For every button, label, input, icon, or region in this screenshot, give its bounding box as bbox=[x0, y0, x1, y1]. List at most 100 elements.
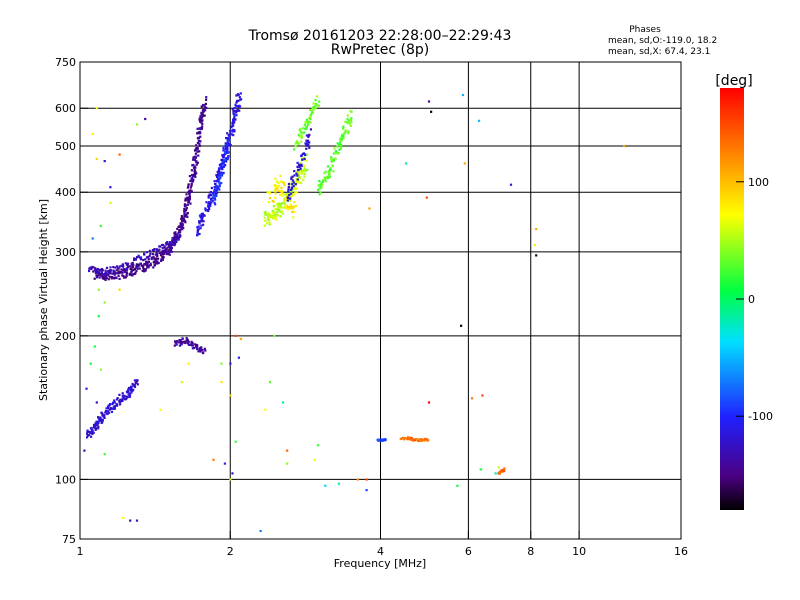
data-point bbox=[95, 420, 98, 423]
data-point bbox=[134, 272, 137, 275]
data-point bbox=[232, 117, 236, 120]
data-point bbox=[299, 161, 302, 165]
data-point bbox=[132, 263, 135, 267]
data-point bbox=[132, 266, 135, 269]
data-point bbox=[116, 265, 119, 268]
data-point bbox=[300, 131, 303, 134]
data-point bbox=[91, 237, 94, 240]
data-point bbox=[113, 406, 116, 409]
data-point bbox=[220, 182, 223, 185]
data-point bbox=[298, 135, 301, 138]
data-point bbox=[533, 244, 536, 247]
data-point bbox=[365, 489, 368, 492]
data-point bbox=[102, 273, 105, 276]
data-point bbox=[181, 337, 184, 340]
data-point bbox=[229, 478, 232, 481]
data-point bbox=[300, 140, 303, 143]
data-point bbox=[307, 135, 310, 138]
data-point bbox=[117, 270, 120, 273]
data-point bbox=[234, 334, 237, 337]
data-point bbox=[186, 215, 189, 219]
data-point bbox=[153, 248, 156, 251]
data-point bbox=[93, 269, 96, 272]
data-point bbox=[89, 266, 92, 269]
data-point bbox=[108, 408, 111, 411]
data-point bbox=[176, 227, 179, 230]
data-point bbox=[231, 124, 234, 128]
data-point bbox=[175, 240, 178, 243]
data-point bbox=[331, 158, 334, 161]
data-point bbox=[198, 142, 201, 145]
data-point bbox=[190, 184, 193, 187]
data-point bbox=[277, 204, 280, 207]
data-point bbox=[227, 133, 230, 137]
data-point bbox=[143, 253, 146, 256]
data-point bbox=[406, 436, 410, 439]
data-point bbox=[280, 180, 283, 183]
data-point bbox=[267, 215, 270, 218]
data-point bbox=[304, 142, 307, 145]
data-point bbox=[368, 207, 371, 210]
data-point bbox=[106, 410, 109, 413]
data-point bbox=[225, 149, 228, 152]
data-point bbox=[205, 96, 208, 99]
data-point bbox=[110, 277, 113, 280]
data-point bbox=[188, 343, 191, 346]
data-point bbox=[97, 425, 100, 428]
data-point bbox=[350, 117, 353, 120]
data-point bbox=[236, 105, 239, 108]
data-point bbox=[290, 186, 293, 189]
data-point bbox=[502, 470, 506, 473]
data-point bbox=[309, 108, 312, 112]
data-point bbox=[197, 154, 200, 157]
data-point bbox=[193, 155, 196, 158]
data-point bbox=[103, 414, 106, 417]
data-point bbox=[405, 162, 408, 165]
data-point bbox=[107, 274, 110, 277]
data-point bbox=[109, 269, 112, 272]
data-point bbox=[226, 141, 229, 144]
data-point bbox=[203, 105, 207, 108]
data-point bbox=[332, 170, 335, 173]
data-point bbox=[207, 206, 211, 209]
data-point bbox=[123, 276, 126, 279]
data-point bbox=[99, 273, 102, 276]
data-point bbox=[191, 174, 194, 177]
data-point bbox=[273, 211, 277, 214]
data-point bbox=[292, 187, 295, 190]
data-point bbox=[214, 198, 217, 201]
data-point bbox=[91, 132, 94, 136]
data-point bbox=[297, 173, 300, 176]
data-point bbox=[235, 114, 238, 117]
data-point bbox=[135, 381, 138, 384]
data-point bbox=[221, 159, 224, 162]
data-point bbox=[158, 251, 161, 254]
x-tick-label: 2 bbox=[227, 545, 234, 558]
data-point bbox=[118, 288, 121, 291]
data-point bbox=[145, 251, 149, 254]
data-point bbox=[259, 529, 262, 533]
data-point bbox=[198, 232, 201, 236]
data-point bbox=[281, 191, 284, 195]
data-point bbox=[225, 157, 228, 160]
data-point bbox=[202, 220, 205, 223]
data-point bbox=[194, 152, 197, 155]
data-point bbox=[336, 142, 339, 145]
data-point bbox=[159, 245, 162, 248]
data-point bbox=[321, 183, 324, 186]
data-point bbox=[239, 337, 242, 341]
data-point bbox=[288, 206, 291, 209]
data-point bbox=[95, 271, 98, 274]
data-point bbox=[281, 401, 285, 404]
data-point bbox=[290, 192, 293, 195]
data-point bbox=[404, 437, 407, 440]
data-point bbox=[187, 201, 190, 204]
data-point bbox=[113, 277, 116, 280]
data-point bbox=[406, 438, 409, 441]
data-point bbox=[104, 410, 108, 413]
data-point bbox=[160, 251, 163, 255]
data-point bbox=[233, 120, 236, 124]
data-point bbox=[195, 346, 198, 349]
data-point bbox=[318, 184, 321, 187]
data-point bbox=[188, 194, 191, 197]
